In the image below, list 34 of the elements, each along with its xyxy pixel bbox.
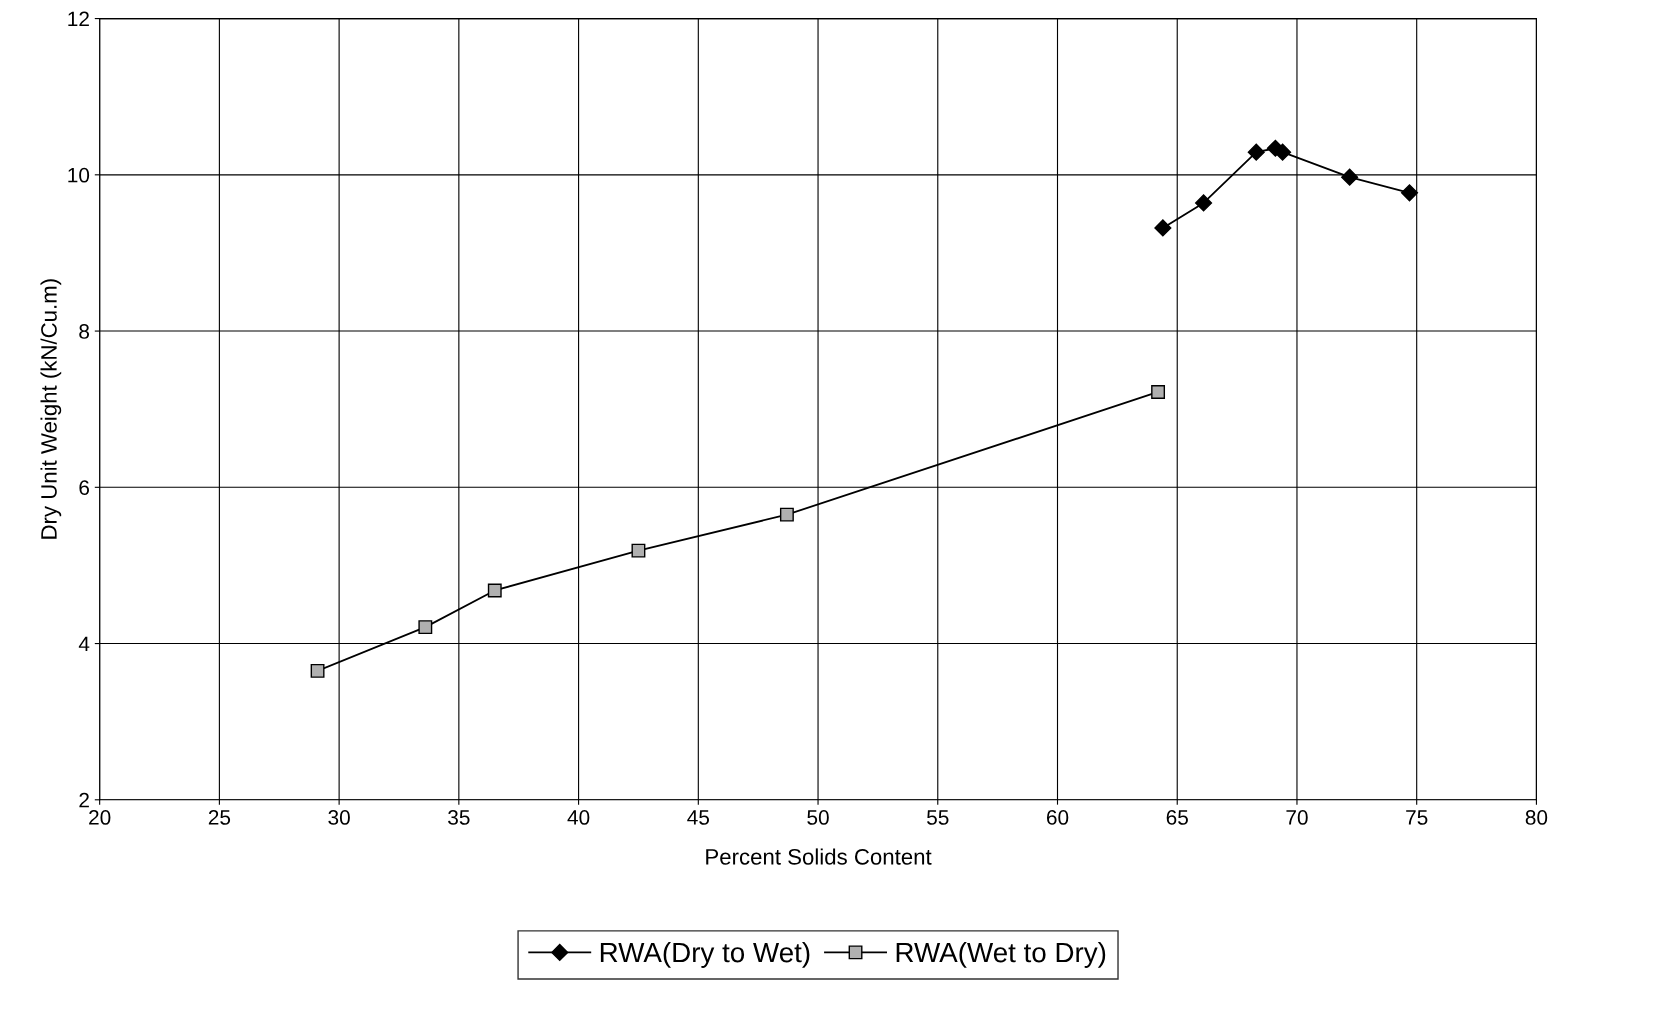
- y-axis-title: Dry Unit Weight (kN/Cu.m): [40, 279, 62, 539]
- y-tick-label: 12: [68, 11, 89, 27]
- point: [1195, 194, 1213, 212]
- x-tick-label: 50: [807, 810, 829, 825]
- x-tick-label: 75: [1406, 810, 1428, 825]
- legend-label: RWA(Wet to Dry): [896, 941, 1106, 968]
- point: [1151, 385, 1166, 399]
- point: [310, 663, 325, 678]
- legend-label: RWA(Dry to Wet): [600, 941, 810, 968]
- point: [1154, 219, 1172, 237]
- x-tick-label: 60: [1046, 810, 1069, 825]
- x-tick-label: 55: [927, 810, 949, 825]
- x-tick-label: 40: [567, 810, 590, 825]
- x-axis-title: Percent Solids Content: [706, 848, 932, 865]
- x-tick-label: 35: [448, 810, 470, 825]
- y-tick-label: 6: [79, 480, 90, 496]
- y-tick-label: 10: [68, 167, 90, 183]
- x-tick-label: 80: [1525, 810, 1548, 825]
- x-tick-label: 65: [1166, 810, 1188, 825]
- point: [631, 543, 646, 558]
- x-tick-label: 25: [208, 810, 231, 825]
- point: [487, 583, 502, 598]
- y-tick-label: 2: [79, 792, 89, 808]
- point: [779, 507, 794, 522]
- x-tick-label: 70: [1286, 810, 1308, 825]
- point: [418, 620, 433, 635]
- point: [1247, 143, 1265, 161]
- point: [1400, 184, 1419, 202]
- y-tick-label: 4: [78, 636, 90, 652]
- point: [1341, 168, 1359, 186]
- x-tick-label: 45: [687, 810, 710, 825]
- y-tick-label: 8: [79, 324, 90, 339]
- x-tick-label: 20: [89, 810, 111, 825]
- x-tick-label: 30: [328, 810, 350, 825]
